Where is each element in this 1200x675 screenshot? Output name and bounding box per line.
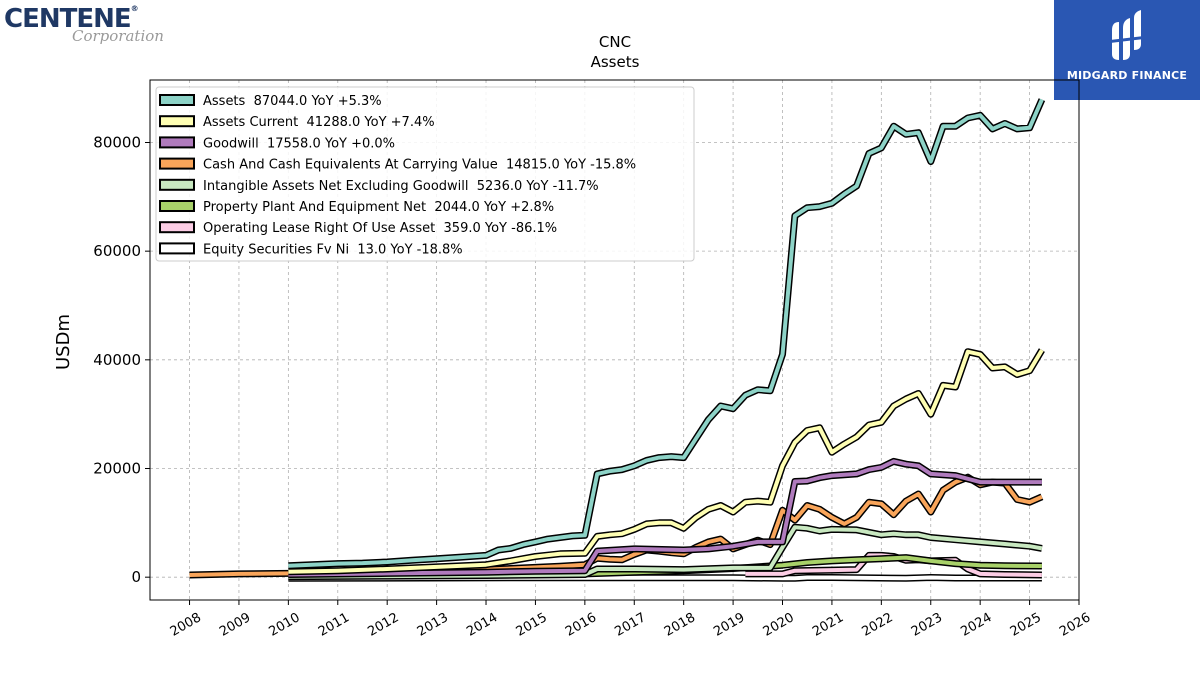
legend-label: Goodwill 17558.0 YoY +0.0%: [203, 136, 395, 151]
x-tick-label: 2012: [365, 610, 401, 640]
legend-swatch: [159, 136, 195, 149]
midgard-finance-logo: MIDGARD FINANCE: [1054, 0, 1200, 100]
legend-label: Assets Current 41288.0 YoY +7.4%: [203, 115, 435, 130]
legend-label: Property Plant And Equipment Net 2044.0 …: [203, 200, 554, 215]
x-tick-label: 2025: [1008, 610, 1044, 640]
x-tick-label: 2022: [860, 610, 896, 640]
legend-label: Operating Lease Right Of Use Asset 359.0…: [203, 221, 557, 236]
y-tick-label: 80000: [93, 133, 141, 151]
x-tick-label: 2020: [761, 610, 797, 640]
logo-registered-mark: ®: [130, 4, 139, 13]
x-tick-label: 2021: [810, 610, 846, 640]
legend-swatch: [159, 178, 195, 191]
legend-box: [155, 86, 695, 262]
series-line: [288, 575, 1042, 581]
logo-brand-text: CENTENE: [4, 4, 132, 34]
x-tick-label: 2023: [909, 610, 945, 640]
midgard-logo-text: MIDGARD FINANCE: [1066, 69, 1188, 82]
series-line: [288, 349, 1044, 574]
centene-logo: CENTENE® Corporation: [4, 2, 174, 46]
x-tick-label: 2013: [415, 610, 451, 640]
x-tick-label: 2009: [217, 610, 253, 640]
midgard-mark-icon: [1110, 10, 1144, 60]
legend-label: Equity Securities Fv Ni 13.0 YoY -18.8%: [203, 242, 463, 257]
legend-label: Assets 87044.0 YoY +5.3%: [203, 94, 382, 109]
legend-swatch: [159, 221, 195, 234]
x-tick-label: 2015: [514, 610, 550, 640]
legend-swatch: [159, 242, 195, 255]
y-tick-label: 40000: [93, 351, 141, 369]
series-lines: [189, 98, 1046, 582]
chart-subtitle: Assets: [591, 53, 640, 71]
x-tick-label: 2016: [563, 610, 599, 640]
legend-swatch: [159, 94, 195, 106]
y-tick-label: 60000: [93, 242, 141, 260]
legend: Assets 87044.0 YoY +5.3% Assets Current 4…: [155, 86, 695, 262]
series-line: [288, 525, 1043, 579]
x-tick-label: 2018: [662, 610, 698, 640]
y-tick-label: 20000: [93, 460, 141, 478]
x-tick-label: 2011: [316, 610, 352, 640]
legend-swatch: [159, 115, 195, 128]
x-tick-label: 2024: [958, 610, 994, 640]
x-tick-label: 2017: [612, 610, 648, 640]
chart-title: CNC: [599, 33, 631, 51]
plot-frame: [149, 79, 1080, 601]
legend-swatch: [159, 157, 195, 170]
series-line: [288, 98, 1044, 568]
legend-swatch: [159, 200, 195, 212]
x-tick-label: 2026: [1057, 610, 1093, 640]
y-axis-label: USDm: [53, 314, 74, 370]
x-tick-label: 2019: [711, 610, 747, 640]
x-tick-label: 2008: [168, 610, 204, 640]
legend-label: Cash And Cash Equivalents At Carrying Va…: [203, 158, 636, 173]
logo-subtitle-text: Corporation: [72, 27, 164, 45]
legend-label: Intangible Assets Net Excluding Goodwill…: [203, 179, 599, 194]
x-tick-label: 2014: [464, 610, 500, 640]
y-tick-label: 0: [131, 568, 141, 586]
x-tick-label: 2010: [267, 610, 303, 640]
series-line: [288, 459, 1042, 577]
